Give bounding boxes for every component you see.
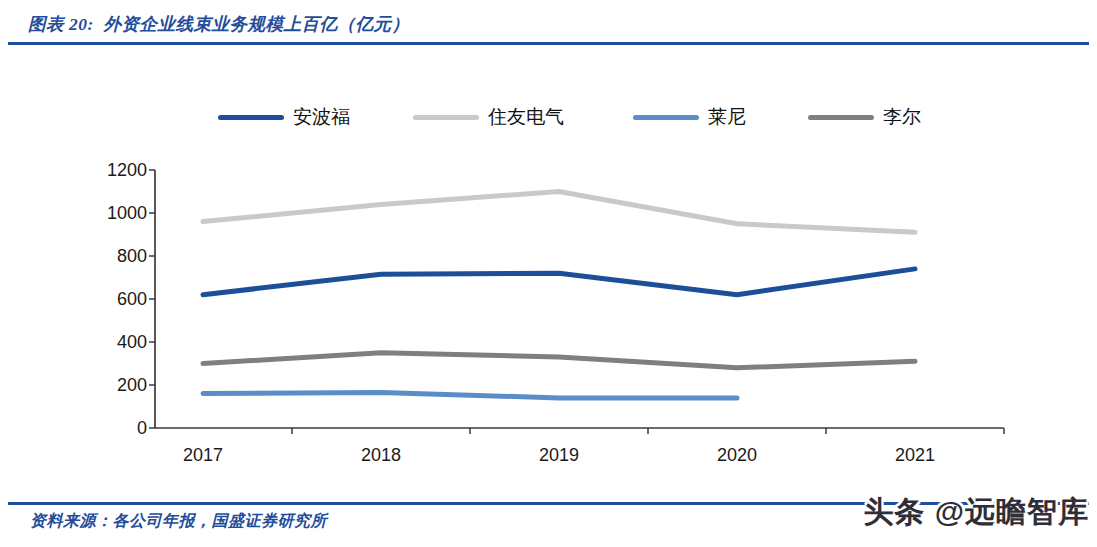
legend-swatch-icon <box>413 115 479 120</box>
x-tick-label: 2020 <box>717 445 757 465</box>
legend-label: 安波福 <box>293 104 350 130</box>
legend-item-0: 安波福 <box>218 104 350 130</box>
x-tick-label: 2018 <box>361 445 401 465</box>
chart-legend: 安波福 住友电气 莱尼 李尔 <box>0 104 1097 130</box>
title-divider <box>8 42 1089 45</box>
legend-item-3: 李尔 <box>808 104 921 130</box>
report-chart-page: 图表 20: 外资企业线束业务规模上百亿（亿元） 安波福 住友电气 莱尼 李尔 0 20… <box>0 0 1097 547</box>
legend-label: 李尔 <box>883 104 921 130</box>
chart-area: 0 200 400 600 800 1000 1200 2017 2018 2019 2020 202… <box>0 145 1097 475</box>
watermark: 头条 @远瞻智库 <box>863 492 1089 533</box>
legend-item-2: 莱尼 <box>633 104 746 130</box>
page-title: 图表 20: 外资企业线束业务规模上百亿（亿元） <box>28 12 409 36</box>
y-tick-label: 600 <box>117 289 147 309</box>
series-line-1 <box>203 192 915 233</box>
y-tick-label: 400 <box>117 332 147 352</box>
source-note: 资料来源：各公司年报，国盛证券研究所 <box>30 511 327 532</box>
series-line-0 <box>203 269 915 295</box>
legend-label: 住友电气 <box>488 104 564 130</box>
x-tick-label: 2021 <box>895 445 935 465</box>
legend-swatch-icon <box>218 115 284 120</box>
legend-swatch-icon <box>633 115 699 120</box>
line-chart: 0 200 400 600 800 1000 1200 2017 2018 2019 2020 202… <box>0 145 1097 475</box>
legend-item-1: 住友电气 <box>413 104 564 130</box>
y-tick-label: 200 <box>117 375 147 395</box>
legend-label: 莱尼 <box>708 104 746 130</box>
series-line-3 <box>203 353 915 368</box>
y-tick-label: 1000 <box>107 203 147 223</box>
y-tick-label: 800 <box>117 246 147 266</box>
axes <box>155 170 1004 428</box>
y-tick-label: 0 <box>137 418 147 438</box>
legend-swatch-icon <box>808 115 874 120</box>
y-tick-label: 1200 <box>107 160 147 180</box>
x-tick-label: 2019 <box>539 445 579 465</box>
x-tick-label: 2017 <box>183 445 223 465</box>
series-line-2 <box>203 393 737 398</box>
